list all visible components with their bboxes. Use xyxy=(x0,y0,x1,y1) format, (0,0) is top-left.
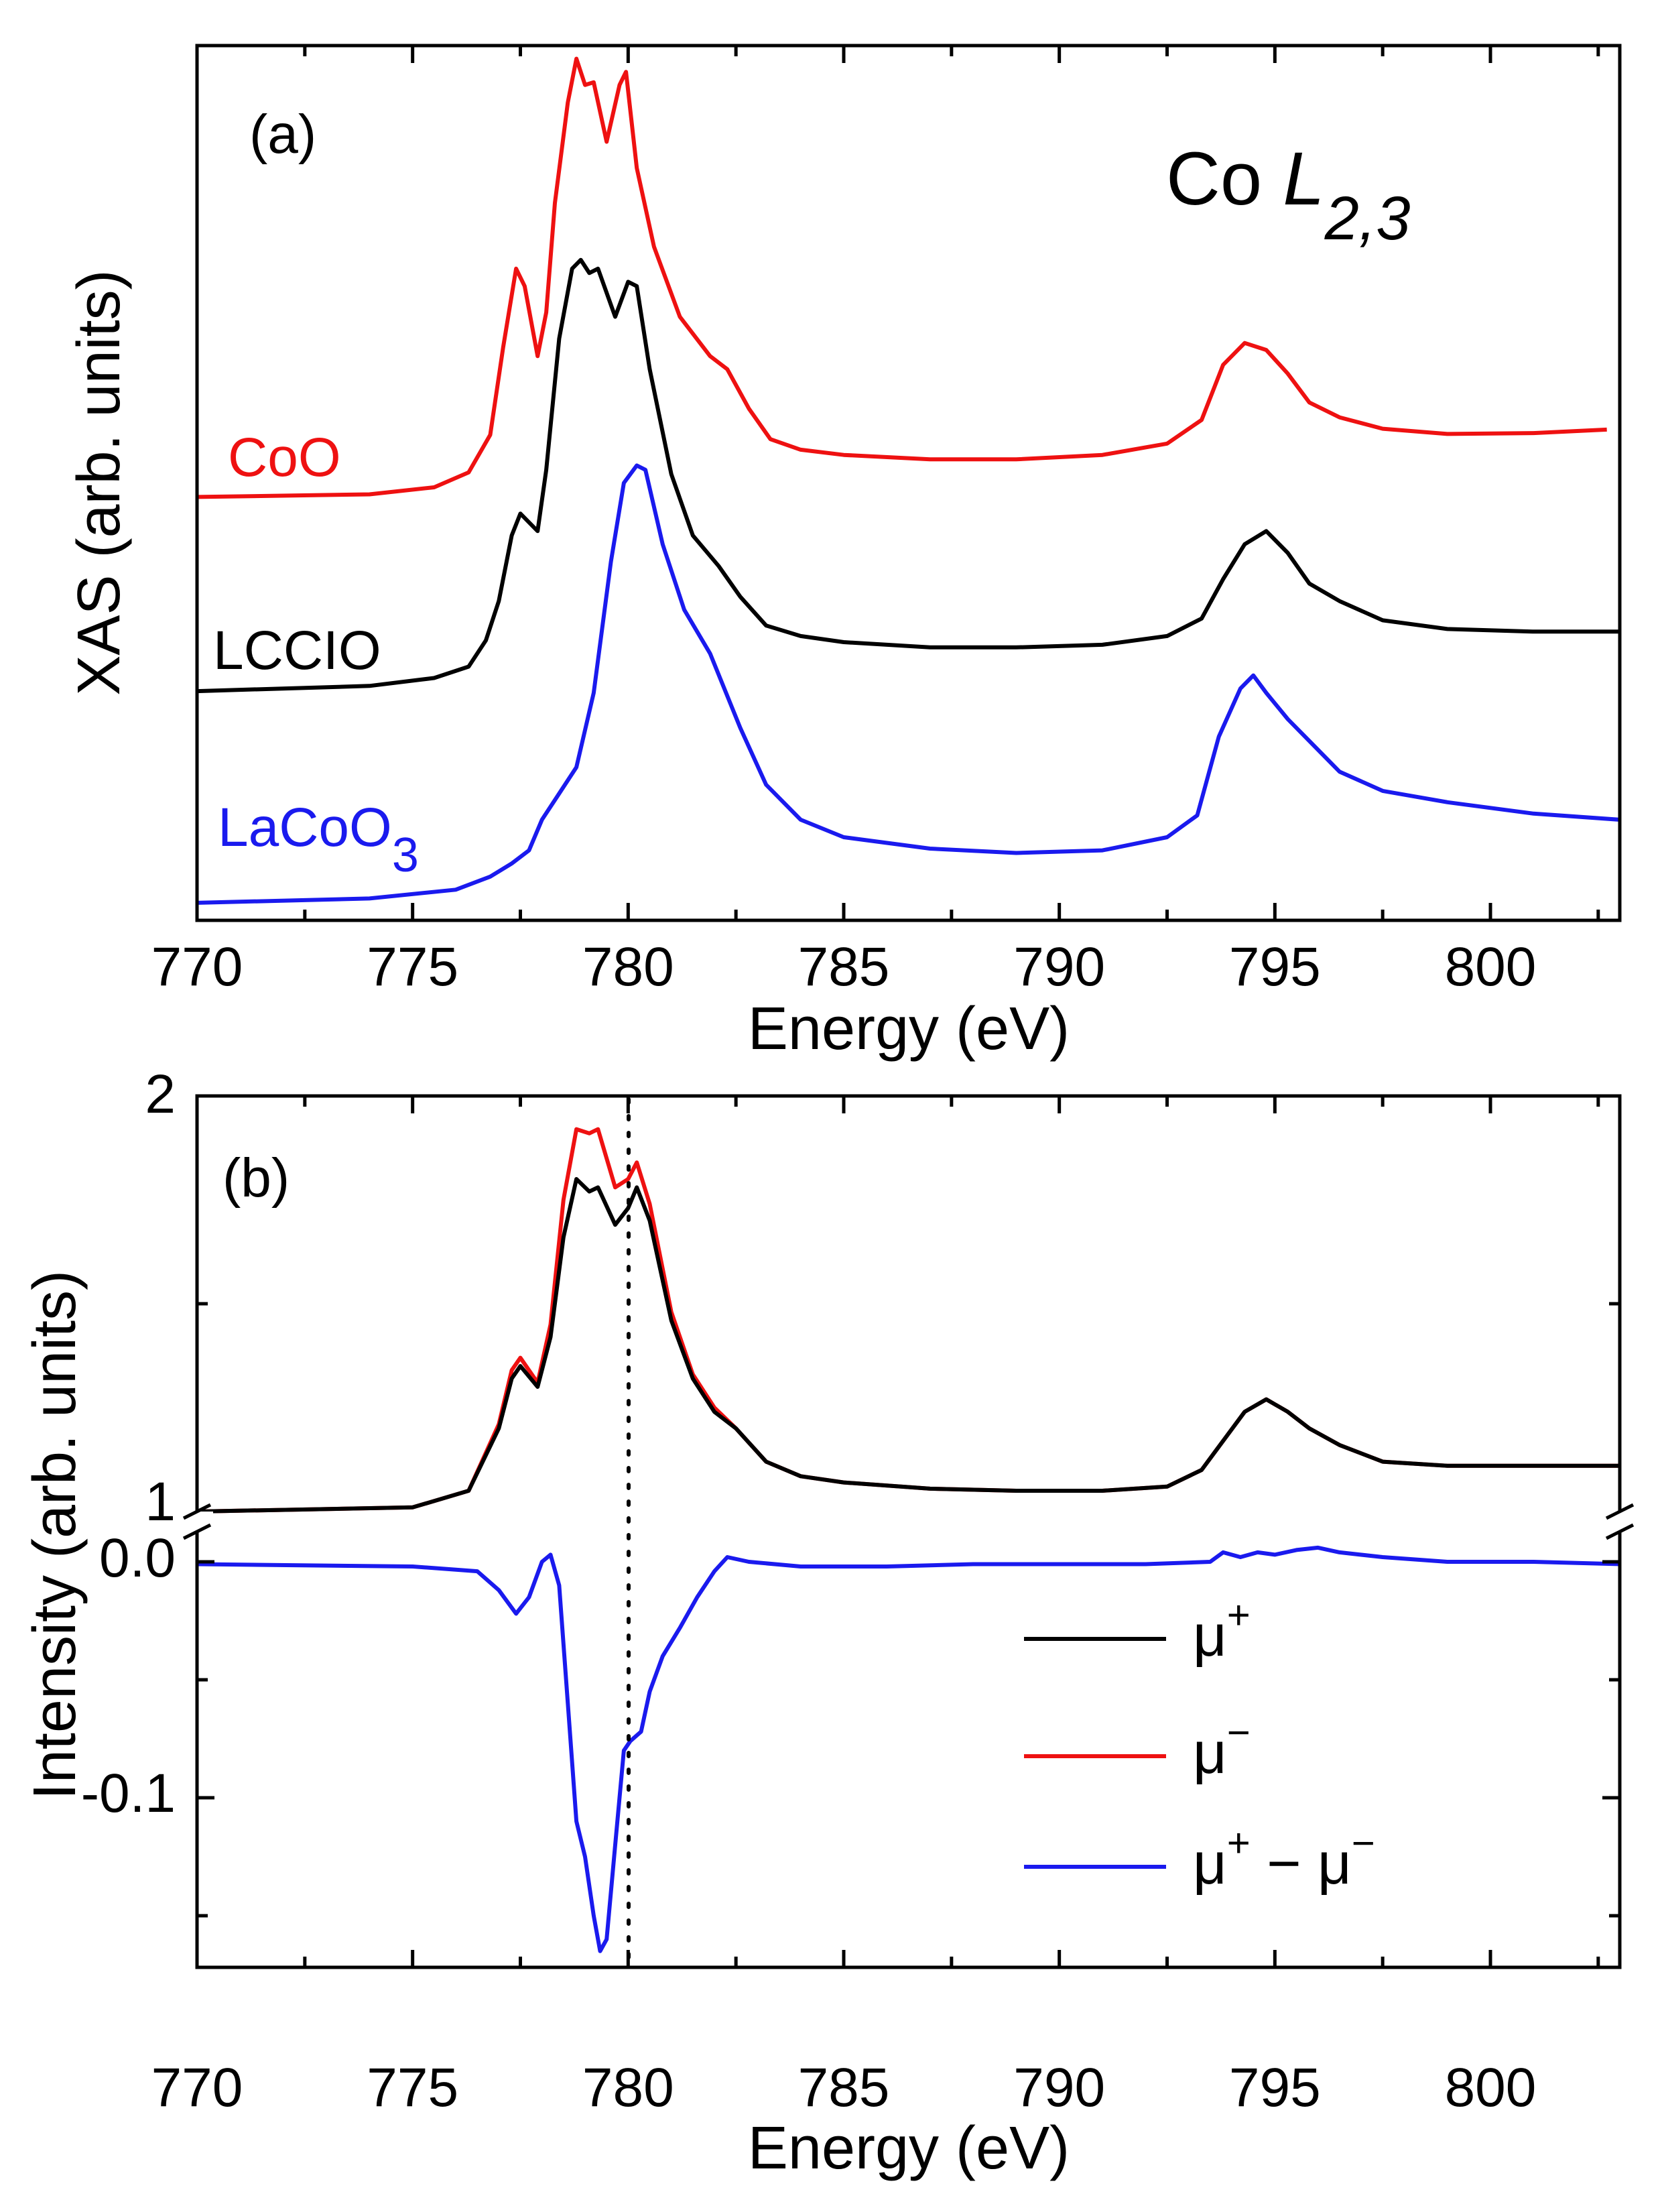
series-label-lccio: LCCIO xyxy=(213,620,381,681)
axis-break-left-gap xyxy=(181,1512,213,1532)
panel-b-x-axis-label: Energy (eV) xyxy=(748,2115,1070,2182)
panel-a-x-ticks xyxy=(195,46,1600,920)
panel-b-x-tick-label-770: 770 xyxy=(151,2057,243,2118)
panel-b-frame-lower xyxy=(195,1532,1622,1969)
legend-entry-difference: μ+ − μ− xyxy=(1024,1821,1375,1896)
series-line-coo xyxy=(196,56,1607,499)
legend-entry-mu-minus: μ− xyxy=(1024,1710,1251,1786)
legend-label-mu-minus: μ− xyxy=(1193,1710,1251,1786)
panel-a-title: Co L2,3 xyxy=(1166,137,1411,253)
axis-break-right-gap xyxy=(1604,1512,1636,1532)
series-label-lacoo3-subscript: 3 xyxy=(392,828,419,882)
series-label-coo: CoO xyxy=(228,427,341,488)
panel-a-y-axis-label: XAS (arb. units) xyxy=(66,269,133,695)
panel-a-x-tick-label-785: 785 xyxy=(798,936,890,997)
panel-b-x-tick-label-800: 800 xyxy=(1445,2057,1537,2118)
legend: μ+ μ− μ+ − μ− xyxy=(1024,1593,1375,1896)
panel-a-x-tick-label-800: 800 xyxy=(1445,936,1537,997)
legend-diff-mid: − μ xyxy=(1251,1830,1352,1896)
panel-b-y-axis-label: Intensity (arb. units) xyxy=(21,1270,88,1800)
y-tick-label-2: 2 xyxy=(145,1064,176,1125)
series-label-lccio-text: LCCIO xyxy=(213,620,381,681)
panel-a-x-tick-label-770: 770 xyxy=(151,936,243,997)
axis-break-right-mark-top xyxy=(1605,1503,1635,1520)
y-tick-label-0.0: 0.0 xyxy=(99,1528,176,1589)
panel-a-plot-frame xyxy=(195,44,1622,922)
panel-a-title-italic: L xyxy=(1283,137,1324,221)
legend-entry-mu-plus: μ+ xyxy=(1024,1593,1251,1668)
panel-b-x-ticks xyxy=(195,1096,1600,1967)
panel-b: 770 775 780 785 790 795 800 2 1 0.0 -0.1 (b) μ… xyxy=(21,1064,1636,2182)
axis-break-right xyxy=(1604,1503,1636,1540)
axis-break-left-mark-bottom xyxy=(182,1523,212,1540)
legend-diff-main: μ xyxy=(1193,1830,1227,1896)
legend-label-difference: μ+ − μ− xyxy=(1193,1821,1375,1896)
y-tick-label-minus-0.1: -0.1 xyxy=(81,1763,176,1824)
series-line-lacoo3 xyxy=(196,463,1620,905)
panel-a-x-tick-label-795: 795 xyxy=(1229,936,1321,997)
panel-b-x-tick-label-775: 775 xyxy=(367,2057,458,2118)
panel-a: 770 775 780 785 790 795 800 (a) Co L2,3 CoO LC… xyxy=(66,44,1622,1062)
legend-mu-minus-sup: − xyxy=(1227,1710,1251,1755)
axis-break-left xyxy=(181,1503,213,1540)
panel-b-series-group xyxy=(196,1127,1620,1953)
axis-break-right-mark-bottom xyxy=(1605,1523,1635,1540)
series-line-lccio xyxy=(196,257,1620,694)
legend-mu-plus-sup: + xyxy=(1227,1593,1251,1638)
panel-a-title-main: Co xyxy=(1166,137,1283,221)
panel-a-x-tick-label-780: 780 xyxy=(582,936,674,997)
panel-b-x-tick-label-795: 795 xyxy=(1229,2057,1321,2118)
series-label-coo-text: CoO xyxy=(228,427,341,488)
panel-a-x-tick-labels: 770 775 780 785 790 795 800 xyxy=(151,936,1537,997)
series-label-lacoo3: LaCoO3 xyxy=(218,797,419,882)
panel-b-x-tick-label-785: 785 xyxy=(798,2057,890,2118)
legend-label-mu-plus: μ+ xyxy=(1193,1593,1251,1668)
series-line-difference xyxy=(196,1545,1620,1953)
panel-a-series-group xyxy=(196,56,1620,905)
axis-break-left-mark-top xyxy=(182,1503,212,1520)
panel-a-x-tick-label-775: 775 xyxy=(367,936,458,997)
y-tick-label-1: 1 xyxy=(145,1471,176,1532)
panel-b-label: (b) xyxy=(222,1148,290,1209)
panel-a-label: (a) xyxy=(249,104,316,165)
legend-mu-minus-main: μ xyxy=(1193,1719,1227,1786)
panel-b-y-ticks xyxy=(197,1094,1620,1918)
series-label-lacoo3-text: LaCoO xyxy=(218,797,392,858)
panel-a-x-tick-label-790: 790 xyxy=(1013,936,1105,997)
panel-a-x-axis-label: Energy (eV) xyxy=(748,995,1070,1062)
panel-a-title-subscript: 2,3 xyxy=(1324,184,1411,253)
legend-diff-sup2: − xyxy=(1352,1821,1375,1865)
legend-mu-plus-main: μ xyxy=(1193,1602,1227,1668)
panel-b-x-tick-labels: 770 775 780 785 790 795 800 xyxy=(151,2057,1537,2118)
series-line-mu-plus xyxy=(196,1177,1620,1514)
panel-b-x-tick-label-780: 780 xyxy=(582,2057,674,2118)
panel-b-x-tick-label-790: 790 xyxy=(1013,2057,1105,2118)
legend-diff-sup: + xyxy=(1227,1821,1251,1865)
